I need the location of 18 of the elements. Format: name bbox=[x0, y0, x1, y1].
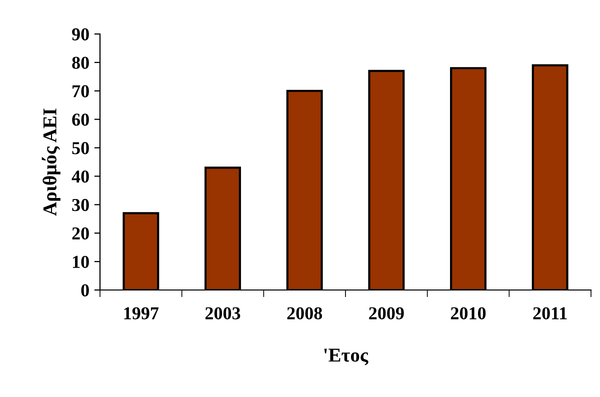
y-tick-label: 60 bbox=[72, 114, 89, 126]
x-tick-label: 2008 bbox=[287, 307, 322, 320]
x-tick-label: 2009 bbox=[369, 307, 404, 320]
y-tick-label: 80 bbox=[72, 56, 89, 69]
y-axis-title: Αριθμός ΑΕΙ bbox=[42, 108, 60, 216]
y-tick-label: 70 bbox=[72, 85, 89, 98]
y-tick-label: 0 bbox=[81, 284, 89, 296]
y-tick-label: 10 bbox=[72, 256, 89, 268]
y-tick-label: 90 bbox=[72, 28, 89, 40]
x-tick-label: 2003 bbox=[205, 307, 240, 320]
y-tick-label: 20 bbox=[72, 227, 89, 240]
x-axis-title: 'Ετος bbox=[324, 348, 368, 366]
y-tick-label: 40 bbox=[72, 170, 89, 183]
y-tick-label: 30 bbox=[72, 198, 89, 212]
x-tick-label: 2011 bbox=[533, 307, 567, 320]
x-tick-label: 1997 bbox=[124, 307, 159, 320]
y-tick-label: 50 bbox=[72, 142, 89, 154]
x-tick-label: 2010 bbox=[450, 307, 486, 320]
